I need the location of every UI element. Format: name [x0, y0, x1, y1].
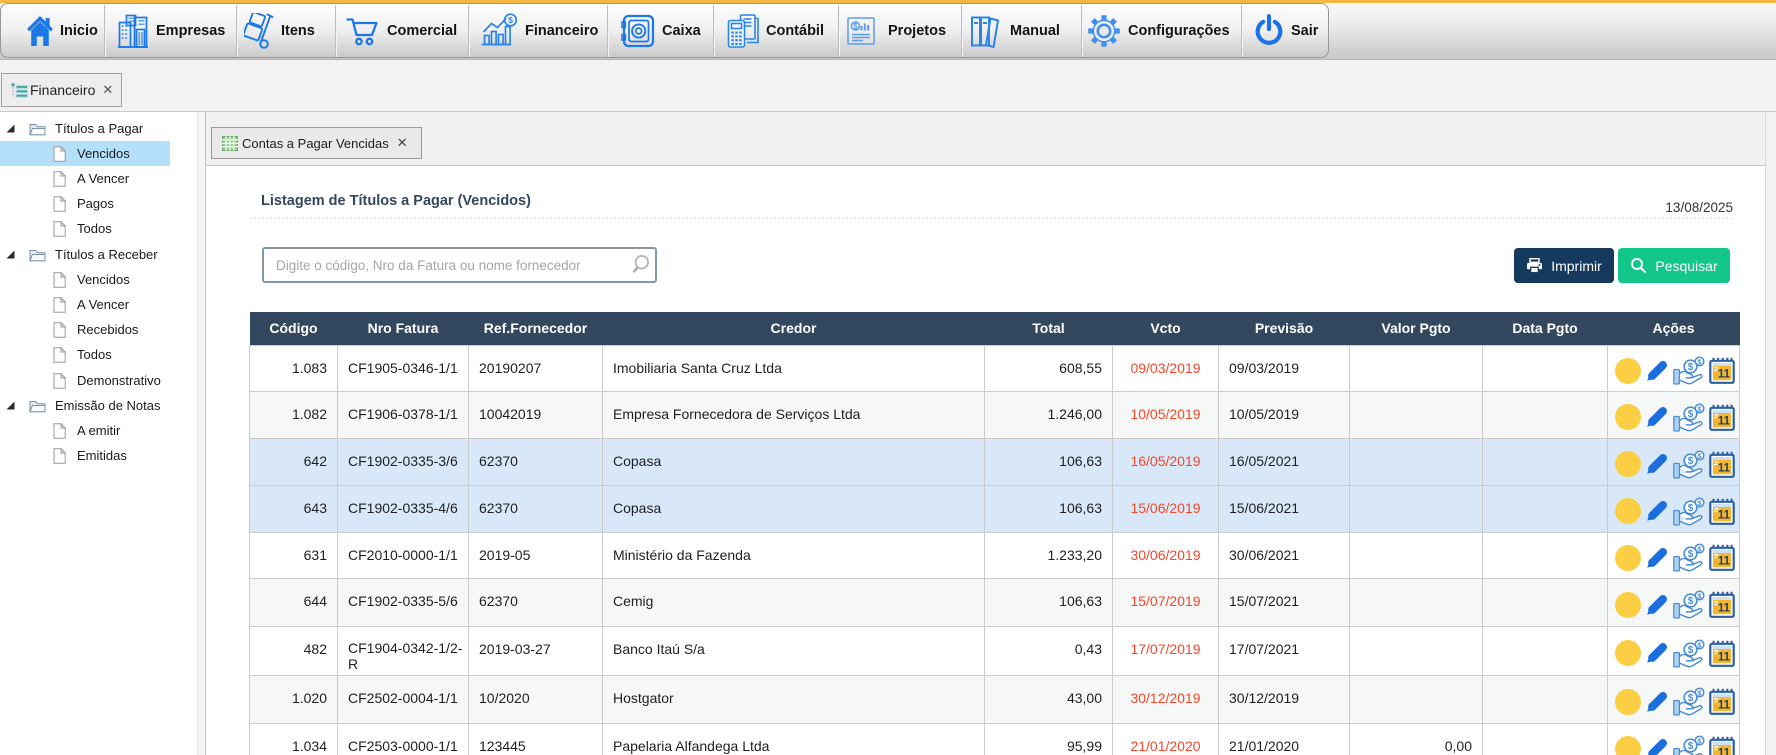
svg-text:$: $ — [1688, 503, 1694, 514]
svg-text:$: $ — [1697, 544, 1702, 553]
svg-text:11: 11 — [1718, 602, 1731, 614]
svg-text:11: 11 — [1718, 415, 1731, 427]
svg-text:$: $ — [1688, 549, 1694, 560]
svg-text:$: $ — [1697, 736, 1702, 745]
svg-text:11: 11 — [1718, 699, 1731, 711]
svg-text:11: 11 — [1718, 555, 1731, 567]
svg-text:$: $ — [1697, 404, 1702, 413]
svg-text:$: $ — [1688, 362, 1694, 373]
svg-text:$: $ — [1697, 498, 1702, 507]
svg-text:$: $ — [1688, 645, 1694, 656]
svg-text:$: $ — [508, 15, 513, 25]
svg-text:11: 11 — [1718, 747, 1731, 755]
svg-text:$: $ — [1688, 456, 1694, 467]
svg-text:$: $ — [853, 22, 858, 31]
svg-text:$: $ — [1688, 693, 1694, 704]
svg-text:$: $ — [1697, 357, 1702, 366]
svg-text:$: $ — [1697, 591, 1702, 600]
svg-text:$: $ — [1688, 409, 1694, 420]
svg-text:$: $ — [1697, 640, 1702, 649]
svg-text:11: 11 — [1718, 509, 1731, 521]
svg-text:$: $ — [1697, 688, 1702, 697]
svg-text:11: 11 — [1718, 368, 1731, 380]
svg-text:$: $ — [1688, 741, 1694, 752]
svg-text:$: $ — [1697, 451, 1702, 460]
svg-text:11: 11 — [1718, 462, 1731, 474]
svg-text:11: 11 — [1718, 651, 1731, 663]
svg-text:$: $ — [1688, 596, 1694, 607]
